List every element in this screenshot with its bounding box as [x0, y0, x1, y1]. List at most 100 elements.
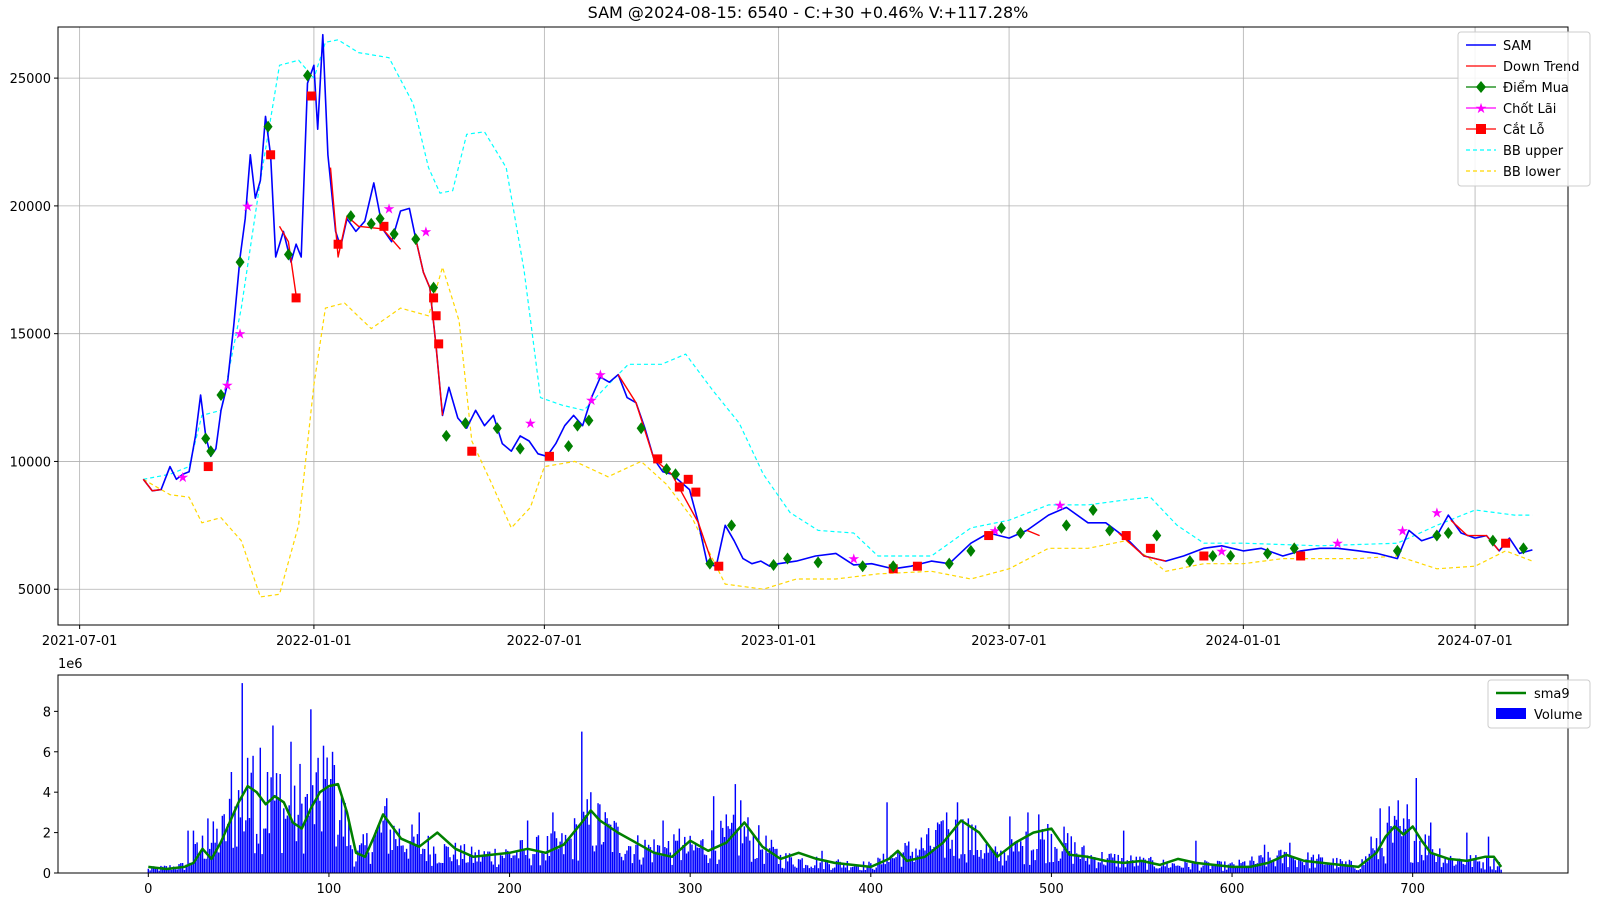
price-xtick-label: 2023-07-01 [971, 634, 1047, 649]
volume-bar [189, 862, 191, 873]
volume-bar [658, 845, 661, 873]
volume-bar [153, 866, 155, 873]
volume-bar [945, 812, 948, 873]
volume-bar [263, 828, 265, 873]
buy-point-marker [235, 256, 245, 269]
volume-bar [1171, 863, 1174, 873]
stop-loss-marker [1145, 543, 1155, 553]
volume-bar [611, 852, 614, 873]
buy-point-marker [1016, 527, 1026, 539]
volume-bar [602, 842, 605, 873]
volume-bar [1327, 864, 1329, 873]
volume-bar [1393, 815, 1396, 873]
volume-bar [171, 869, 173, 873]
volume-bar [167, 868, 169, 873]
volume-bar [301, 803, 303, 873]
volume-bar [1334, 868, 1336, 873]
legend-stoploss-label: Cắt Lỗ [1503, 123, 1545, 138]
volume-bar [660, 855, 662, 873]
volume-bar [492, 864, 495, 873]
volume-bar [698, 848, 700, 873]
volume-bar [615, 822, 617, 873]
buy-point-marker [411, 233, 421, 246]
buy-point-marker [389, 228, 399, 240]
volume-bar [553, 831, 556, 873]
take-profit-marker: ★ [383, 201, 396, 217]
price-ytick-label: 25000 [10, 72, 51, 87]
volume-bar [1473, 860, 1475, 873]
volume-bar [911, 851, 914, 873]
volume-bar [1355, 870, 1358, 873]
volume-bar [900, 866, 903, 873]
volume-bar [156, 867, 159, 873]
volume-bar [985, 844, 988, 873]
volume-bar [647, 844, 650, 873]
volume-bar [1000, 850, 1002, 873]
volume-bar [423, 849, 426, 873]
take-profit-marker: ★ [234, 327, 247, 343]
volume-bar [223, 814, 225, 873]
volume-bar [1018, 851, 1020, 873]
volume-bar [404, 852, 406, 873]
volume-bar [947, 829, 950, 873]
volume-bar [1001, 865, 1004, 873]
buy-point-marker [813, 556, 823, 569]
volume-bar [1128, 862, 1130, 873]
volume-bar [478, 849, 480, 873]
buy-point-marker [727, 519, 737, 532]
volume-bar [1063, 826, 1065, 873]
volume-bar [1346, 864, 1349, 873]
volume-bar [1290, 856, 1293, 873]
volume-bar [597, 803, 599, 873]
volume-bar [664, 847, 666, 873]
volume-bar [232, 847, 234, 873]
volume-bar [355, 861, 357, 873]
volume-bar [1052, 862, 1054, 873]
volume-bar [371, 852, 373, 873]
volume-bar [680, 860, 682, 873]
volume-bar [279, 774, 281, 873]
volume-bar [671, 864, 673, 873]
volume-bar [1166, 862, 1168, 873]
volume-bar [1426, 855, 1428, 873]
volume-bar [1345, 861, 1347, 873]
price-legend-box [1457, 31, 1591, 187]
volume-bar [747, 817, 749, 873]
volume-bar [1198, 870, 1201, 873]
volume-bar [241, 683, 243, 873]
volume-bar [593, 851, 596, 873]
volume-bar [835, 860, 838, 873]
volume-bar [1023, 864, 1026, 873]
volume-bar [682, 845, 684, 873]
down-trend-segment [278, 225, 297, 296]
volume-bar [516, 850, 518, 873]
volume-bar [841, 867, 843, 873]
volume-bar [535, 836, 538, 873]
volume-bar [590, 792, 592, 873]
volume-bar [803, 868, 805, 873]
down-trend-segment [415, 238, 444, 416]
volume-bar [1077, 854, 1080, 873]
take-profit-marker: ★ [241, 199, 254, 215]
volume-bar [613, 820, 616, 873]
volume-bar [472, 862, 475, 873]
volume-bar [1354, 868, 1356, 873]
volume-bar [1487, 836, 1490, 873]
volume-bar [1045, 863, 1047, 873]
volume-bar [913, 861, 915, 873]
volume-bar [1379, 808, 1381, 873]
volume-bar [714, 850, 717, 873]
volume-bar [676, 840, 679, 873]
volume-bar [456, 859, 458, 873]
volume-bar [469, 855, 471, 873]
volume-bar [788, 853, 791, 873]
price-ytick-label: 20000 [10, 200, 51, 215]
volume-bar [705, 855, 708, 873]
volume-bar [606, 818, 608, 873]
volume-bar [638, 859, 641, 873]
volume-bar [1150, 856, 1152, 873]
take-profit-marker: ★ [1331, 536, 1344, 552]
volume-bar [1081, 847, 1083, 873]
volume-bar [1498, 862, 1501, 873]
